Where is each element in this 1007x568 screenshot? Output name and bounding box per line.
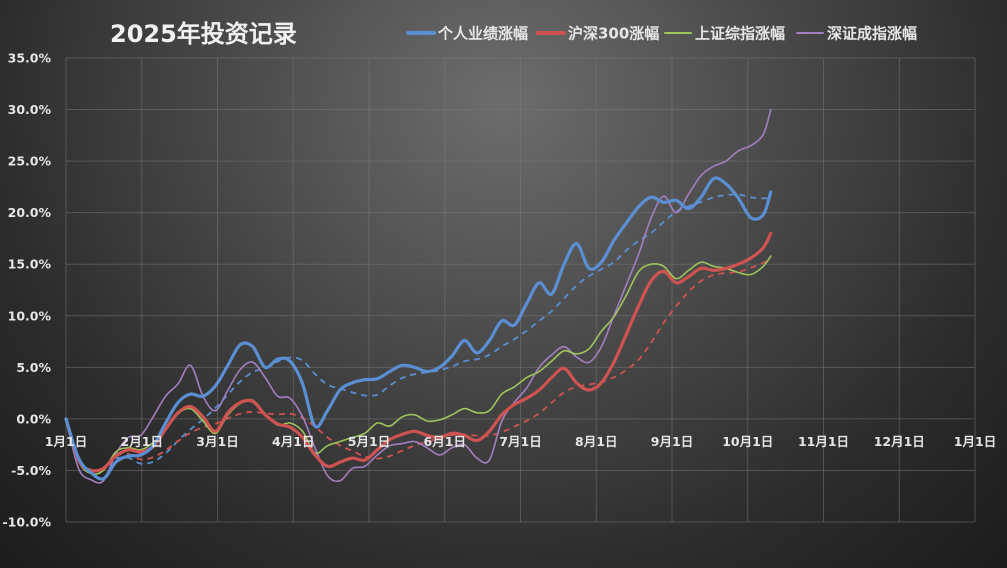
x-tick-label: 7月1日 (499, 434, 541, 449)
x-tick-label: 8月1日 (575, 434, 617, 449)
series-lines (64, 108, 773, 484)
x-tick-label: 4月1日 (272, 434, 314, 449)
y-tick-label: 15.0% (8, 257, 52, 272)
series-line-szse (65, 108, 772, 484)
legend-label: 深证成指涨幅 (827, 25, 917, 43)
x-tick-label: 9月1日 (651, 434, 693, 449)
legend: 个人业绩涨幅 沪深300涨幅 上证综指涨幅 深证成指涨幅 (406, 25, 917, 43)
x-tick-label: 1月1日 (954, 434, 996, 449)
y-tick-label: -5.0% (11, 463, 51, 478)
y-tick-label: -10.0% (2, 515, 51, 530)
legend-label: 上证综指涨幅 (695, 25, 785, 43)
x-tick-label: 2月1日 (121, 434, 163, 449)
x-tick-label: 3月1日 (196, 434, 238, 449)
y-tick-label: 10.0% (8, 308, 52, 323)
chart-title: 2025年投资记录 (110, 20, 297, 48)
x-tick-label: 5月1日 (348, 434, 390, 449)
y-tick-label: 35.0% (8, 51, 52, 66)
series-line-hs300 (64, 231, 773, 473)
legend-label: 沪深300涨幅 (568, 25, 659, 43)
series-line-personal (64, 176, 773, 481)
y-tick-label: 20.0% (8, 205, 52, 220)
gridlines (65, 57, 976, 523)
legend-item-sse: 上证综指涨幅 (664, 25, 785, 43)
y-tick-label: 25.0% (8, 154, 52, 169)
x-tick-label: 12月1日 (874, 434, 925, 449)
trendline-personal (115, 193, 771, 465)
legend-item-szse: 深证成指涨幅 (796, 25, 917, 43)
trendline-hs300 (115, 256, 772, 461)
x-tick-label: 11月1日 (798, 434, 849, 449)
y-tick-label: 0.0% (16, 411, 51, 426)
y-tick-label: 5.0% (16, 360, 51, 375)
y-axis-tick-labels: 35.0% 30.0% 25.0% 20.0% 15.0% 10.0% 5.0% 0.0% -5… (2, 51, 51, 530)
legend-label: 个人业绩涨幅 (437, 25, 528, 43)
x-tick-label: 10月1日 (722, 434, 773, 449)
legend-item-hs300: 沪深300涨幅 (536, 25, 659, 43)
x-tick-label: 6月1日 (424, 434, 466, 449)
legend-item-personal: 个人业绩涨幅 (406, 25, 528, 43)
x-axis-tick-labels: 1月1日 2月1日 3月1日 4月1日 5月1日 6月1日 7月1日 8月1日 9月1日 10月1… (45, 434, 996, 449)
x-tick-label: 1月1日 (45, 434, 87, 449)
y-tick-label: 30.0% (8, 102, 52, 117)
